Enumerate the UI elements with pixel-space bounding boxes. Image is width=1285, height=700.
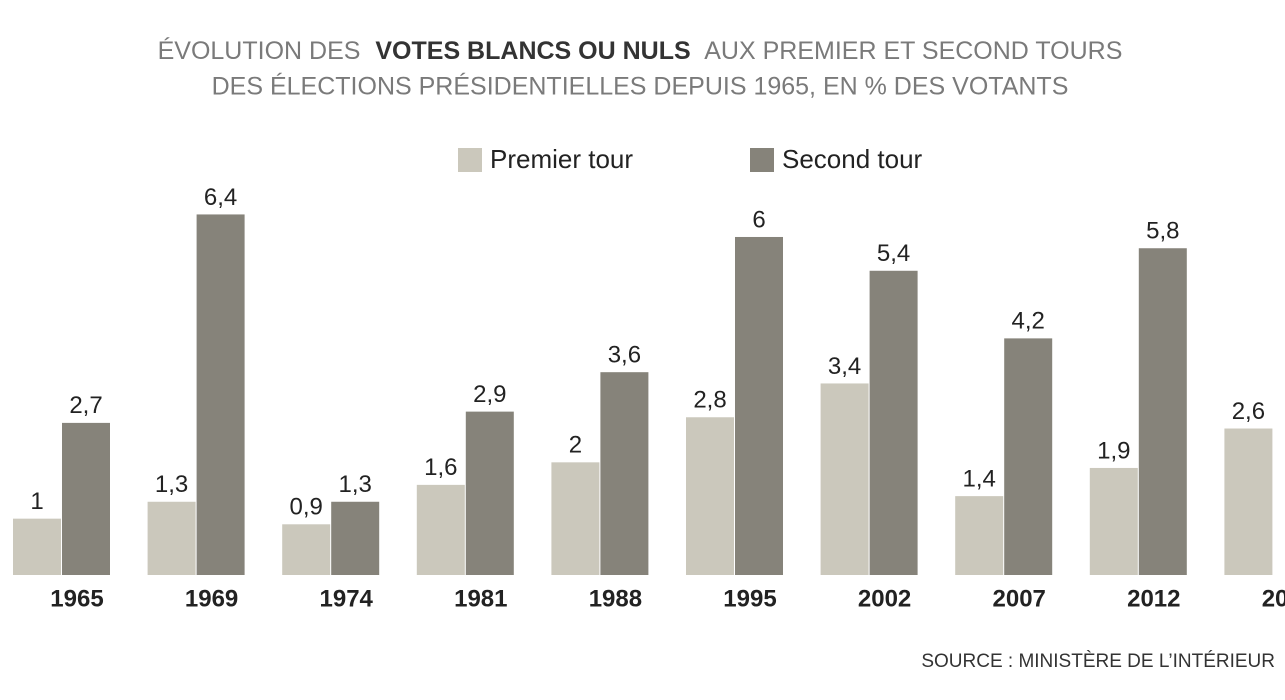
value-label: 1 — [30, 488, 43, 515]
value-label: 3,6 — [608, 342, 641, 369]
value-label: 1,9 — [1097, 437, 1130, 464]
x-tick-label: 2002 — [858, 585, 911, 612]
value-label: 2,8 — [693, 387, 726, 414]
bar — [331, 501, 380, 575]
chart-title-line1: ÉVOLUTION DES VOTES BLANCS OU NULS AUX P… — [158, 36, 1123, 65]
title-part-bold: VOTES BLANCS OU NULS — [375, 37, 690, 65]
value-label: 1,3 — [155, 471, 188, 498]
x-tick-label: 1988 — [589, 585, 642, 612]
value-label: 2,7 — [69, 392, 102, 419]
source: SOURCE : MINISTÈRE DE L’INTÉRIEUR — [921, 651, 1275, 672]
x-tick-label: 1995 — [723, 585, 776, 612]
value-label: 5,4 — [877, 240, 910, 267]
value-label: 1,4 — [963, 465, 996, 492]
bar — [62, 422, 110, 575]
bar — [1089, 467, 1138, 575]
bar — [196, 214, 245, 575]
bar — [465, 411, 514, 575]
x-tick-label: 1974 — [320, 585, 374, 612]
bar — [13, 518, 61, 575]
value-label: 3,4 — [828, 353, 861, 380]
bar — [820, 383, 869, 575]
value-label: 2 — [569, 432, 582, 459]
x-tick-label: 1969 — [185, 585, 238, 612]
value-label: 6,4 — [204, 184, 237, 211]
value-label: 2,9 — [473, 381, 506, 408]
bar — [416, 484, 465, 575]
legend-swatch — [458, 148, 482, 172]
value-label: 6 — [752, 206, 765, 233]
bar — [282, 524, 331, 575]
x-tick-label: 2017 — [1262, 585, 1285, 612]
bar — [1138, 248, 1187, 575]
x-tick-label: 1965 — [50, 585, 103, 612]
x-tick-label: 2012 — [1127, 585, 1180, 612]
chart-title-line2: DES ÉLECTIONS PRÉSIDENTIELLES DEPUIS 196… — [212, 72, 1069, 101]
bar — [147, 501, 196, 575]
value-label: 0,9 — [290, 494, 323, 521]
legend-swatch — [750, 148, 774, 172]
bar — [1224, 428, 1273, 575]
bar — [551, 462, 600, 575]
legend-label: Premier tour — [490, 144, 633, 174]
value-label: 1,6 — [424, 454, 457, 481]
value-label: 2,6 — [1232, 398, 1265, 425]
x-tick-label: 2007 — [993, 585, 1046, 612]
bar — [600, 372, 649, 575]
bar — [955, 496, 1004, 575]
bar — [869, 270, 918, 575]
title-part: AUX PREMIER ET SECOND TOURS — [704, 37, 1122, 65]
value-label: 4,2 — [1012, 308, 1045, 335]
x-tick-label: 1981 — [454, 585, 507, 612]
title-part: ÉVOLUTION DES — [158, 36, 361, 65]
bar — [1004, 338, 1053, 575]
bar — [735, 236, 783, 575]
bar — [686, 417, 734, 575]
value-label: 1,3 — [339, 471, 372, 498]
value-label: 5,8 — [1146, 218, 1179, 245]
legend-label: Second tour — [782, 144, 923, 174]
